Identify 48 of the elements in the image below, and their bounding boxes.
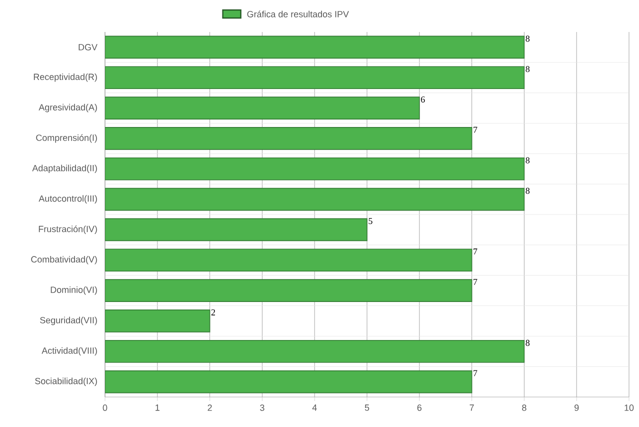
y-tick-label: Agresividad(A)	[38, 104, 97, 112]
bar	[105, 248, 472, 272]
x-tick-label: 0	[102, 404, 108, 411]
data-label: 8	[526, 157, 530, 164]
x-tick-label: 4	[312, 404, 317, 411]
data-label: 7	[474, 278, 478, 285]
bar	[105, 340, 525, 363]
x-tick-label: 5	[364, 404, 370, 411]
data-label: 8	[526, 340, 530, 346]
bar	[105, 310, 210, 332]
x-tick-label: 7	[470, 404, 474, 411]
bar	[105, 66, 525, 90]
y-tick-label: Comprensión(I)	[36, 134, 97, 143]
y-tick-label: Sociabilidad(IX)	[35, 378, 97, 386]
data-label: 8	[526, 66, 530, 72]
y-tick-label: Combatividad(V)	[31, 256, 97, 264]
bar	[105, 127, 472, 150]
bar	[105, 36, 525, 59]
data-label: 8	[526, 188, 530, 194]
data-label: 7	[474, 248, 478, 254]
data-label: 7	[474, 370, 478, 376]
y-tick-label: Adaptabilidad(II)	[32, 164, 97, 174]
data-label: 5	[368, 218, 372, 224]
bar	[105, 370, 472, 394]
bar	[105, 96, 420, 120]
x-tick-label: 2	[208, 404, 212, 411]
x-tick-label: 3	[260, 404, 264, 411]
y-tick-label: Actividad(VIII)	[42, 347, 97, 356]
y-tick-label: Receptividad(R)	[34, 73, 97, 82]
x-tick-label: 6	[417, 404, 422, 411]
y-tick-label: Frustración(IV)	[38, 225, 97, 234]
data-label: 6	[420, 96, 425, 102]
data-label: 7	[474, 126, 478, 133]
x-tick-label: 9	[574, 404, 579, 411]
y-tick-label: DGV	[78, 44, 98, 50]
x-tick-label: 8	[522, 404, 526, 411]
data-label: 8	[526, 36, 530, 42]
x-tick-label: 1	[156, 404, 160, 411]
bar	[105, 218, 368, 242]
bar	[105, 188, 525, 211]
y-tick-label: Dominio(VI)	[50, 286, 97, 295]
text: Gráfica de resultados IPV	[247, 10, 349, 18]
y-tick-label: Autocontrol(III)	[38, 195, 97, 204]
data-label: 2	[211, 309, 215, 316]
bar	[105, 279, 472, 302]
x-tick-label: 10	[624, 404, 634, 411]
y-tick-label: Seguridad(VII)	[40, 316, 97, 326]
bar	[105, 157, 525, 180]
